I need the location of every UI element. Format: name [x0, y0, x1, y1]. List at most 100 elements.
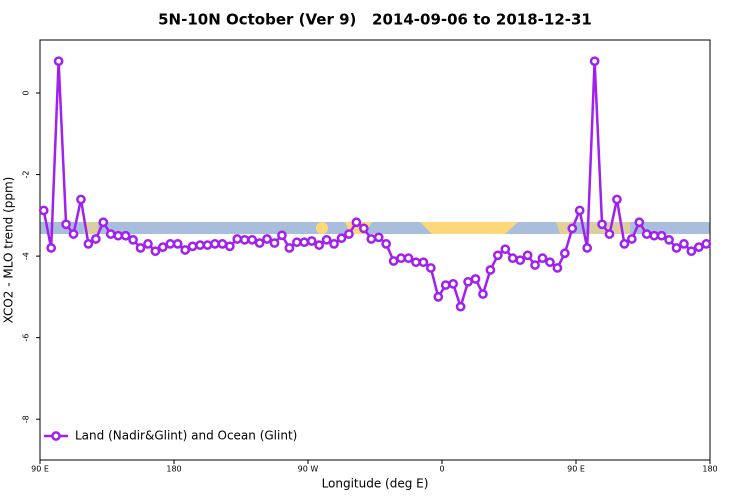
- data-point: [105, 229, 116, 239]
- data-point: [396, 253, 406, 264]
- data-point: [656, 230, 667, 241]
- data-point: [217, 239, 228, 249]
- data-point: [98, 217, 109, 228]
- land-patch: [84, 222, 98, 234]
- data-point: [411, 257, 421, 268]
- data-point: [626, 234, 637, 244]
- data-point: [321, 234, 332, 245]
- data-point: [530, 260, 540, 270]
- data-point: [306, 236, 317, 246]
- data-point: [418, 257, 429, 268]
- legend-marker: [51, 431, 61, 441]
- data-point: [582, 243, 593, 253]
- data-point: [329, 239, 339, 249]
- y-axis-label: XCO2 - MLO trend (ppm): [2, 177, 16, 324]
- x-axis-label: Longitude (deg E): [322, 477, 429, 491]
- data-point: [135, 243, 146, 253]
- data-point: [291, 237, 302, 248]
- data-point: [604, 229, 615, 239]
- data-point: [589, 56, 600, 67]
- data-point: [172, 239, 183, 249]
- data-point: [269, 238, 280, 248]
- data-point: [641, 229, 652, 239]
- data-point: [388, 256, 399, 266]
- data-point: [679, 239, 689, 249]
- legend: Land (Nadir&Glint) and Ocean (Glint): [44, 429, 297, 443]
- data-point: [649, 230, 660, 241]
- data-point: [373, 232, 384, 243]
- y-tick-label: -2: [22, 171, 31, 179]
- x-tick-label: 180: [702, 465, 717, 474]
- ocean-band: [40, 222, 710, 234]
- data-point: [671, 243, 682, 253]
- data-point: [46, 243, 57, 253]
- y-tick-label: -4: [22, 252, 31, 260]
- data-point: [262, 234, 272, 244]
- data-point: [537, 253, 548, 264]
- y-tick-label: -8: [22, 415, 31, 423]
- data-point: [128, 234, 138, 245]
- data-point: [545, 257, 555, 268]
- data-point: [358, 223, 369, 234]
- data-point: [157, 242, 168, 252]
- data-point: [440, 280, 451, 290]
- data-point: [53, 56, 64, 67]
- y-tick-label: -6: [22, 334, 31, 342]
- x-tick-label: 90 E: [567, 465, 585, 474]
- data-point: [344, 229, 354, 239]
- data-point: [38, 205, 49, 216]
- data-point: [470, 274, 481, 284]
- data-point: [448, 278, 459, 289]
- data-point: [195, 240, 205, 250]
- data-point: [187, 241, 198, 252]
- data-point: [247, 234, 258, 245]
- data-point: [202, 240, 213, 250]
- data-point: [120, 230, 131, 241]
- data-point: [559, 248, 570, 259]
- data-point: [701, 239, 712, 249]
- data-point: [239, 234, 250, 245]
- data-point: [612, 194, 622, 205]
- data-point: [463, 276, 473, 287]
- data-point: [113, 230, 124, 241]
- data-point: [336, 233, 347, 244]
- plot-frame: [39, 39, 711, 461]
- data-point: [500, 244, 511, 255]
- data-point: [597, 219, 607, 230]
- data-point: [351, 217, 362, 228]
- data-point: [381, 239, 392, 249]
- data-point: [143, 239, 153, 249]
- data-point: [403, 253, 414, 264]
- x-tick-label: 180: [166, 465, 181, 474]
- x-tick-label: 90 E: [31, 465, 49, 474]
- data-point: [686, 246, 697, 257]
- data-point: [492, 250, 503, 261]
- data-point: [90, 234, 101, 244]
- data-point: [574, 205, 585, 216]
- data-point: [693, 242, 704, 252]
- data-point: [314, 240, 325, 250]
- x-tick-label: 90 W: [298, 465, 319, 474]
- data-point: [299, 237, 310, 248]
- data-point: [61, 219, 71, 230]
- data-point: [634, 217, 645, 228]
- data-point: [522, 250, 533, 261]
- x-tick-label: 0: [439, 465, 444, 474]
- data-point: [515, 255, 526, 266]
- data-point: [433, 292, 444, 302]
- data-point: [150, 246, 161, 257]
- data-point: [232, 234, 243, 244]
- chart-title: 5N-10N October (Ver 9) 2014-09-06 to 201…: [158, 11, 592, 29]
- data-point: [83, 239, 94, 249]
- data-point: [478, 289, 488, 299]
- data-point: [366, 234, 377, 244]
- data-point: [76, 194, 86, 205]
- data-point: [254, 238, 265, 248]
- data-point: [425, 263, 436, 273]
- data-point: [180, 245, 191, 255]
- data-point: [619, 239, 630, 249]
- land-patch: [420, 222, 518, 234]
- land-patch: [316, 222, 328, 234]
- data-point: [165, 239, 176, 249]
